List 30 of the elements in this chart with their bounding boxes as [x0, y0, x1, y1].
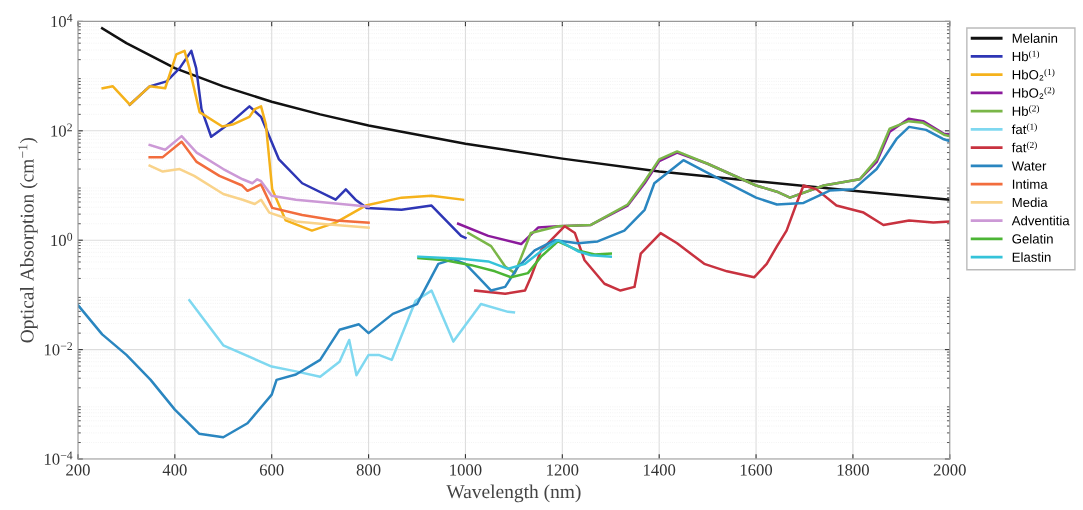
x-axis-title: Wavelength (nm) — [446, 484, 581, 503]
legend-label: HbO₂$^{(1)}$ — [1012, 68, 1055, 81]
x-tick-label: 1800 — [837, 464, 869, 476]
x-tick-label: 2000 — [933, 464, 966, 476]
y-axis-title: Optical Absorption (cm$^{−1}$) — [18, 137, 38, 343]
y-tick-label: 10$^{−4}$ — [44, 451, 73, 465]
x-tick-label: 800 — [356, 464, 381, 476]
legend-label: Elastin — [1012, 252, 1051, 262]
legend-label: Gelatin — [1012, 233, 1053, 244]
x-tick-label: 1600 — [740, 464, 773, 476]
y-tick-label: 10$^{2}$ — [51, 123, 72, 137]
legend-label: HbO₂$^{(2)}$ — [1012, 86, 1055, 99]
legend-label: Hb$^{(2)}$ — [1012, 105, 1040, 116]
legend-label: Hb$^{(1)}$ — [1012, 50, 1040, 62]
x-tick-label: 1200 — [547, 464, 579, 476]
legend-label: Intima — [1012, 179, 1048, 189]
x-tick-label: 1400 — [643, 464, 676, 476]
x-tick-label: 600 — [259, 464, 284, 476]
y-tick-label: 10$^{4}$ — [51, 14, 73, 28]
legend-label: Adventitia — [1011, 215, 1070, 226]
legend-label: Water — [1011, 161, 1047, 171]
legend-label: fat$^{(1)}$ — [1011, 123, 1037, 135]
x-tick-label: 400 — [162, 464, 187, 476]
x-tick-label: 200 — [66, 464, 90, 476]
y-tick-label: 10$^{0}$ — [51, 232, 73, 247]
legend-label: Media — [1012, 197, 1048, 208]
legend-label: Melanin — [1012, 33, 1058, 43]
y-tick-label: 10$^{−2}$ — [44, 342, 73, 356]
x-tick-label: 1000 — [450, 464, 482, 476]
legend-label: fat$^{(2)}$ — [1011, 141, 1037, 153]
